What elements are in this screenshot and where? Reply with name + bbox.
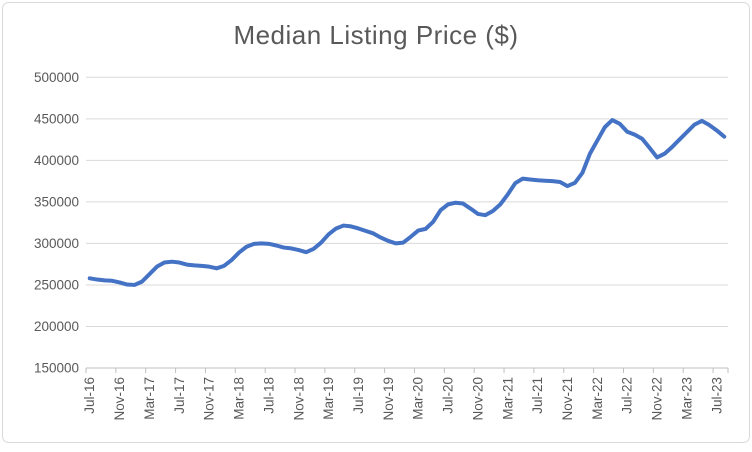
x-tick-label: Jul-19 xyxy=(351,377,366,414)
x-tick-label: Jul-17 xyxy=(172,377,187,414)
y-tick-label: 200000 xyxy=(34,319,79,334)
y-tick-label: 150000 xyxy=(34,361,79,376)
x-tick-label: Mar-17 xyxy=(142,377,157,420)
x-tick-label: Mar-22 xyxy=(590,377,605,420)
y-tick-label: 350000 xyxy=(34,194,79,209)
x-tick-label: Mar-20 xyxy=(411,377,426,420)
y-tick-label: 400000 xyxy=(34,153,79,168)
x-tick-label: Mar-19 xyxy=(321,377,336,420)
y-tick-label: 300000 xyxy=(34,236,79,251)
x-tick-label: Jul-22 xyxy=(620,377,635,414)
y-tick-label: 500000 xyxy=(34,70,79,85)
x-tick-label: Mar-18 xyxy=(232,377,247,420)
x-tick-label: Nov-22 xyxy=(650,377,665,421)
x-tick-label: Jul-16 xyxy=(82,377,97,414)
x-tick-label: Jul-23 xyxy=(709,377,724,414)
x-tick-label: Nov-20 xyxy=(470,377,485,421)
x-tick-label: Nov-18 xyxy=(291,377,306,421)
x-tick-label: Nov-17 xyxy=(202,377,217,421)
x-tick-label: Mar-21 xyxy=(500,377,515,420)
x-tick-label: Jul-18 xyxy=(261,377,276,414)
x-tick-label: Nov-19 xyxy=(381,377,396,421)
x-tick-label: Mar-23 xyxy=(679,377,694,420)
chart-title: Median Listing Price ($) xyxy=(233,20,519,50)
x-tick-label: Nov-16 xyxy=(112,377,127,421)
chart-border xyxy=(2,2,750,443)
x-tick-label: Nov-21 xyxy=(560,377,575,421)
x-tick-label: Jul-20 xyxy=(441,377,456,414)
x-tick-label: Jul-21 xyxy=(530,377,545,414)
y-tick-label: 250000 xyxy=(34,277,79,292)
y-tick-label: 450000 xyxy=(34,111,79,126)
price-line xyxy=(87,118,727,287)
